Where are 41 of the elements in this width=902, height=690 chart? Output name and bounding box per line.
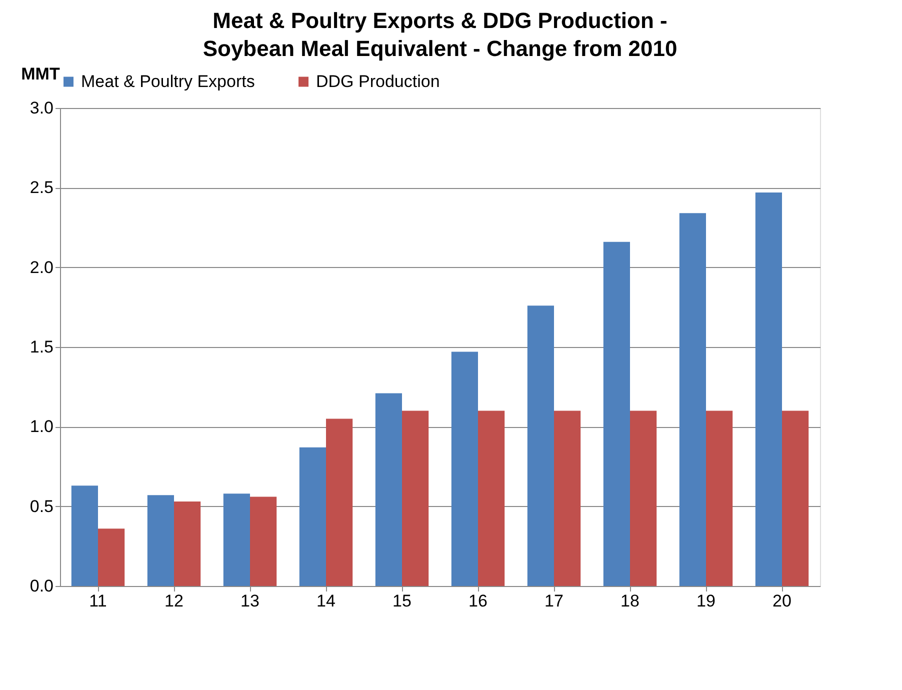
x-tick-label: 13 xyxy=(240,592,260,610)
y-tick-label: 3.0 xyxy=(30,98,54,118)
y-axis-title: MMT xyxy=(21,64,60,84)
bar xyxy=(326,418,353,586)
bar xyxy=(603,242,630,586)
y-tick-label: 2.0 xyxy=(30,258,54,277)
bar xyxy=(299,447,326,586)
bar xyxy=(630,410,657,586)
bar xyxy=(706,410,733,586)
x-tick-label: 12 xyxy=(164,592,184,610)
bar xyxy=(147,495,174,586)
x-tick-label: 20 xyxy=(772,592,792,610)
y-tick-label: 2.5 xyxy=(30,178,54,198)
x-tick-label: 11 xyxy=(89,592,107,610)
y-tick-label: 0.5 xyxy=(30,496,54,516)
bar xyxy=(375,393,402,586)
x-tick-label: 15 xyxy=(392,592,412,610)
chart-title: Meat & Poultry Exports & DDG Production - Soybean Meal Equivalent - Change from 2010 xyxy=(202,8,678,61)
bar xyxy=(451,352,478,586)
bar xyxy=(554,410,581,586)
x-tick-label: 14 xyxy=(316,592,336,610)
x-tick-label: 18 xyxy=(620,592,640,610)
y-tick-label: 0.0 xyxy=(30,576,54,596)
legend-label: Meat & Poultry Exports xyxy=(81,72,255,91)
y-tick-label: 1.5 xyxy=(30,338,54,356)
x-tick-label: 16 xyxy=(468,592,488,610)
bar xyxy=(402,410,429,586)
bar xyxy=(174,502,201,586)
bar xyxy=(527,306,554,586)
y-tick-label: 1.0 xyxy=(30,417,54,436)
bar xyxy=(223,494,250,586)
x-tick-label: 19 xyxy=(696,592,716,610)
bar xyxy=(679,213,706,586)
bar xyxy=(98,528,125,586)
x-tick-label: 17 xyxy=(544,592,564,610)
legend-label: DDG Production xyxy=(316,72,440,91)
bar xyxy=(250,496,277,586)
bar xyxy=(71,486,98,586)
bar xyxy=(755,192,782,586)
bar xyxy=(478,410,505,586)
bar xyxy=(782,410,809,586)
